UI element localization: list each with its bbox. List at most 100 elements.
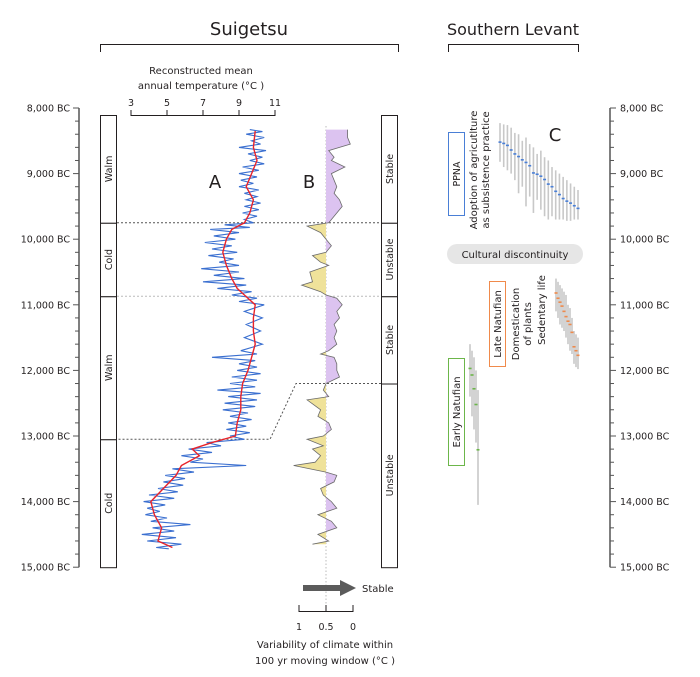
temperature-smoothed-line xyxy=(150,130,258,549)
time-tick-label: 9,000 BC xyxy=(620,169,664,180)
right-bar-label: Unstable xyxy=(385,454,396,496)
time-tick-label: 12,000 BC xyxy=(620,366,670,377)
date-point xyxy=(564,315,568,318)
variability-panel xyxy=(293,129,351,545)
time-tick-label: 10,000 BC xyxy=(21,235,71,246)
date-point xyxy=(570,331,574,334)
time-tick-label: 13,000 BC xyxy=(21,432,71,443)
stable-arrow-label: Stable xyxy=(362,584,394,595)
left-time-axis: 8,000 BC 9,000 BC 10,000 BC 11,000 BC 12,000… xyxy=(21,104,80,574)
date-point xyxy=(576,354,580,357)
right-bar-label: Stable xyxy=(385,325,396,355)
date-point xyxy=(505,144,509,147)
ppna-box xyxy=(448,132,465,216)
date-point xyxy=(520,159,524,161)
date-point xyxy=(535,173,539,176)
time-tick-label: 8,000 BC xyxy=(620,104,664,115)
late-natufian-annotation-line2: of plants xyxy=(523,302,534,346)
date-point xyxy=(556,297,560,300)
suigetsu-bracket xyxy=(100,44,399,52)
variability-tick-label: 0.5 xyxy=(318,622,333,633)
date-point xyxy=(572,345,576,348)
time-tick-label: 11,000 BC xyxy=(21,300,71,311)
date-point xyxy=(572,204,576,207)
climate-state-bars: Walm Cold Walm Cold Stable Unstable Stable Unst… xyxy=(100,115,398,569)
date-point xyxy=(550,185,554,188)
left-bar-label: Cold xyxy=(104,249,115,270)
time-tick-label: 15,000 BC xyxy=(21,563,71,574)
stable-arrow xyxy=(303,580,356,596)
date-point xyxy=(528,164,532,167)
variability-axis: 1 0.5 0 xyxy=(296,605,356,633)
date-point xyxy=(476,448,480,451)
right-time-axis: 8,000 BC 9,000 BC 10,000 BC 11,000 BC 12,000… xyxy=(609,104,670,574)
late-natufian-annotation-line3: Sedentary life xyxy=(537,275,548,345)
date-point xyxy=(576,207,580,210)
date-point xyxy=(562,310,566,313)
date-point xyxy=(554,292,558,294)
left-bar-label: Walm xyxy=(104,156,115,183)
date-point xyxy=(509,149,513,151)
header-suigetsu: Suigetsu xyxy=(210,19,288,40)
date-point xyxy=(569,202,573,204)
time-tick-label: 15,000 BC xyxy=(620,563,670,574)
archaeology-panel xyxy=(468,123,580,505)
variability-tick-label: 1 xyxy=(296,622,302,633)
early-natufian-box xyxy=(448,358,465,466)
temperature-tick-label: 3 xyxy=(128,98,134,109)
date-point xyxy=(574,349,578,352)
variability-line xyxy=(293,129,351,545)
time-tick-label: 14,000 BC xyxy=(620,497,670,508)
cultural-discontinuity-pill xyxy=(447,244,583,264)
boundary-line xyxy=(117,383,381,440)
left-bar-label: Cold xyxy=(104,493,115,514)
temperature-raw-line xyxy=(141,129,267,550)
panel-label-b: B xyxy=(303,172,315,193)
time-tick-label: 12,000 BC xyxy=(21,366,71,377)
temperature-axis-title-line1: Reconstructed mean xyxy=(149,66,253,77)
date-point xyxy=(560,305,564,307)
date-point xyxy=(561,197,565,200)
time-tick-label: 11,000 BC xyxy=(620,300,670,311)
date-point xyxy=(513,153,517,155)
cultural-discontinuity-label: Cultural discontinuity xyxy=(462,250,569,261)
arrow-head-icon xyxy=(340,580,356,596)
ppna-annotation-line1: Adoption of agricutlture xyxy=(469,111,480,230)
southern-levant-bracket xyxy=(448,44,579,52)
variability-tick-label: 0 xyxy=(350,622,356,633)
arrow-shaft xyxy=(303,585,341,591)
date-point xyxy=(474,403,478,406)
time-tick-label: 9,000 BC xyxy=(27,169,71,180)
temperature-tick-label: 9 xyxy=(236,98,242,109)
time-tick-label: 8,000 BC xyxy=(27,104,71,115)
temperature-panel xyxy=(141,129,267,550)
ppna-annotation-line2: as subsistence practice xyxy=(481,111,492,228)
panel-label-a: A xyxy=(209,172,222,193)
date-point xyxy=(568,323,572,326)
stable-area xyxy=(326,129,351,545)
right-bar-label: Unstable xyxy=(385,238,396,280)
left-bar-cold xyxy=(100,439,117,569)
date-point xyxy=(472,387,476,390)
right-bar-unstable xyxy=(381,383,398,569)
panel-label-c: C xyxy=(549,125,562,146)
date-point xyxy=(557,193,561,196)
temperature-tick-label: 11 xyxy=(269,98,281,109)
variability-axis-title-line2: 100 yr moving window (°C ) xyxy=(255,656,395,667)
early-natufian-label: Early Natufian xyxy=(452,376,463,447)
date-point xyxy=(502,142,506,145)
date-point xyxy=(558,301,562,303)
variability-axis-title-line1: Variability of climate within xyxy=(257,640,393,651)
date-point xyxy=(531,172,535,174)
time-tick-label: 10,000 BC xyxy=(620,235,670,246)
date-point xyxy=(539,175,543,178)
date-point xyxy=(566,320,570,322)
header-southern-levant: Southern Levant xyxy=(447,20,579,39)
date-point xyxy=(470,374,474,376)
temperature-axis-title-line2: annual temperature (°C ) xyxy=(138,81,264,92)
date-point xyxy=(565,200,569,202)
unstable-area xyxy=(293,129,326,545)
date-point xyxy=(543,178,547,181)
date-point xyxy=(517,155,521,158)
late-natufian-label: Late Natufian xyxy=(493,290,504,358)
